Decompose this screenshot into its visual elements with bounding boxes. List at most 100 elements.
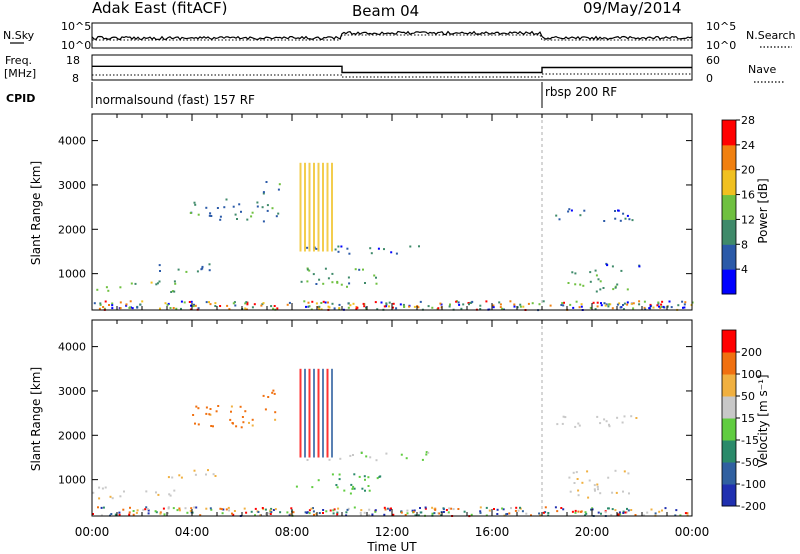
scatter-cell xyxy=(347,507,350,510)
scatter-cell xyxy=(155,511,158,514)
scatter-cell xyxy=(594,308,597,311)
scatter-cell xyxy=(385,305,388,308)
scatter-cell xyxy=(262,394,265,397)
scatter-cell xyxy=(603,220,606,222)
scatter-cell xyxy=(189,212,192,214)
scatter-cell xyxy=(303,300,306,303)
scatter-cell xyxy=(409,245,412,248)
freq-tick-low: 8 xyxy=(72,72,79,85)
colorbar-tick-label: 20 xyxy=(741,164,755,177)
scatter-cell xyxy=(607,305,610,308)
scatter-cell xyxy=(193,201,196,204)
scatter-cell xyxy=(358,475,361,478)
colorbar-tick-label: -15 xyxy=(741,434,759,447)
scatter-cell xyxy=(666,305,669,308)
scatter-cell xyxy=(538,512,541,515)
scatter-cell xyxy=(142,508,145,511)
scatter-cell xyxy=(172,507,175,510)
scatter-cell xyxy=(448,507,451,510)
scatter-cell xyxy=(209,413,212,416)
scatter-cell xyxy=(385,302,388,305)
y-tick-label: 4000 xyxy=(58,135,86,148)
scatter-cell xyxy=(582,284,585,287)
scatter-cell xyxy=(228,308,231,311)
scatter-cell xyxy=(254,507,257,510)
scatter-cell xyxy=(556,423,559,426)
scatter-cell xyxy=(261,507,264,509)
scatter-cell xyxy=(622,308,625,311)
scatter-cell xyxy=(622,304,624,306)
scatter-cell xyxy=(399,303,402,306)
scatter-cell xyxy=(625,511,628,514)
beam-title: Beam 04 xyxy=(352,2,419,20)
scatter-cell xyxy=(554,506,557,509)
scatter-cell xyxy=(375,459,378,462)
scatter-cell xyxy=(612,288,615,291)
scatter-cell xyxy=(317,306,319,309)
scatter-cell xyxy=(195,405,198,408)
scatter-cell xyxy=(383,513,386,516)
scatter-cell xyxy=(455,300,458,303)
scatter-cell xyxy=(288,514,291,517)
scatter-cell xyxy=(193,303,195,306)
scatter-cell xyxy=(549,304,552,307)
scatter-cell xyxy=(325,510,328,513)
scatter-cell xyxy=(118,511,121,514)
scatter-cell xyxy=(569,303,572,306)
scatter-cell xyxy=(217,405,220,407)
scatter-cell xyxy=(128,513,131,516)
scatter-cell xyxy=(233,510,236,512)
scatter-cell xyxy=(631,219,634,222)
scatter-cell xyxy=(199,514,202,517)
scatter-cell xyxy=(619,513,622,516)
nave-tick-high: 60 xyxy=(706,54,720,67)
scatter-cell xyxy=(219,215,222,218)
scatter-cell xyxy=(560,507,563,509)
scatter-cell xyxy=(519,303,522,306)
scatter-cell xyxy=(627,509,630,512)
scatter-cell xyxy=(347,276,350,279)
scatter-cell xyxy=(264,508,267,511)
scatter-cell xyxy=(111,302,114,305)
x-tick-label: 00:00 xyxy=(75,525,110,539)
power-panel: 1000 2000 3000 4000 Slant Range [km] xyxy=(29,113,694,312)
scatter-cell xyxy=(270,507,273,510)
colorbar-tick-label: 4 xyxy=(741,263,748,276)
scatter-cell xyxy=(624,511,627,514)
scatter-cell xyxy=(574,509,577,512)
scatter-cell xyxy=(307,305,310,308)
scatter-cell xyxy=(375,276,377,279)
scatter-cell xyxy=(178,509,181,512)
scatter-cell xyxy=(374,301,377,304)
scatter-cell xyxy=(439,302,442,305)
scatter-cell xyxy=(332,509,335,512)
scatter-cell xyxy=(352,302,355,305)
scatter-cell xyxy=(163,513,166,516)
scatter-cell xyxy=(318,278,321,281)
scatter-cell xyxy=(104,300,107,303)
scatter-cell xyxy=(542,511,545,514)
scatter-cell xyxy=(180,300,183,303)
scatter-cell xyxy=(589,306,592,309)
scatter-cell xyxy=(488,509,491,512)
cpid-label: CPID xyxy=(6,92,35,105)
scatter-cell xyxy=(346,247,349,250)
scatter-cell xyxy=(675,509,678,512)
power-scatter xyxy=(93,162,694,312)
scatter-cell xyxy=(684,512,687,515)
scatter-cell xyxy=(154,510,157,513)
scatter-cell xyxy=(228,509,231,512)
scatter-cell xyxy=(384,508,387,511)
nsky-tick-high: 10^5 xyxy=(61,20,91,33)
scatter-cell xyxy=(349,454,352,457)
power-ylabel: Slant Range [km] xyxy=(29,161,43,265)
scatter-cell xyxy=(276,307,279,310)
scatter-cell xyxy=(197,407,200,410)
scatter-cell xyxy=(610,514,613,516)
scatter-cell xyxy=(214,302,217,305)
scatter-streak xyxy=(326,368,329,458)
cpid-program-1: normalsound (fast) 157 RF xyxy=(95,93,255,107)
scatter-cell xyxy=(517,509,520,512)
scatter-cell xyxy=(177,268,180,271)
scatter-cell xyxy=(262,508,265,511)
